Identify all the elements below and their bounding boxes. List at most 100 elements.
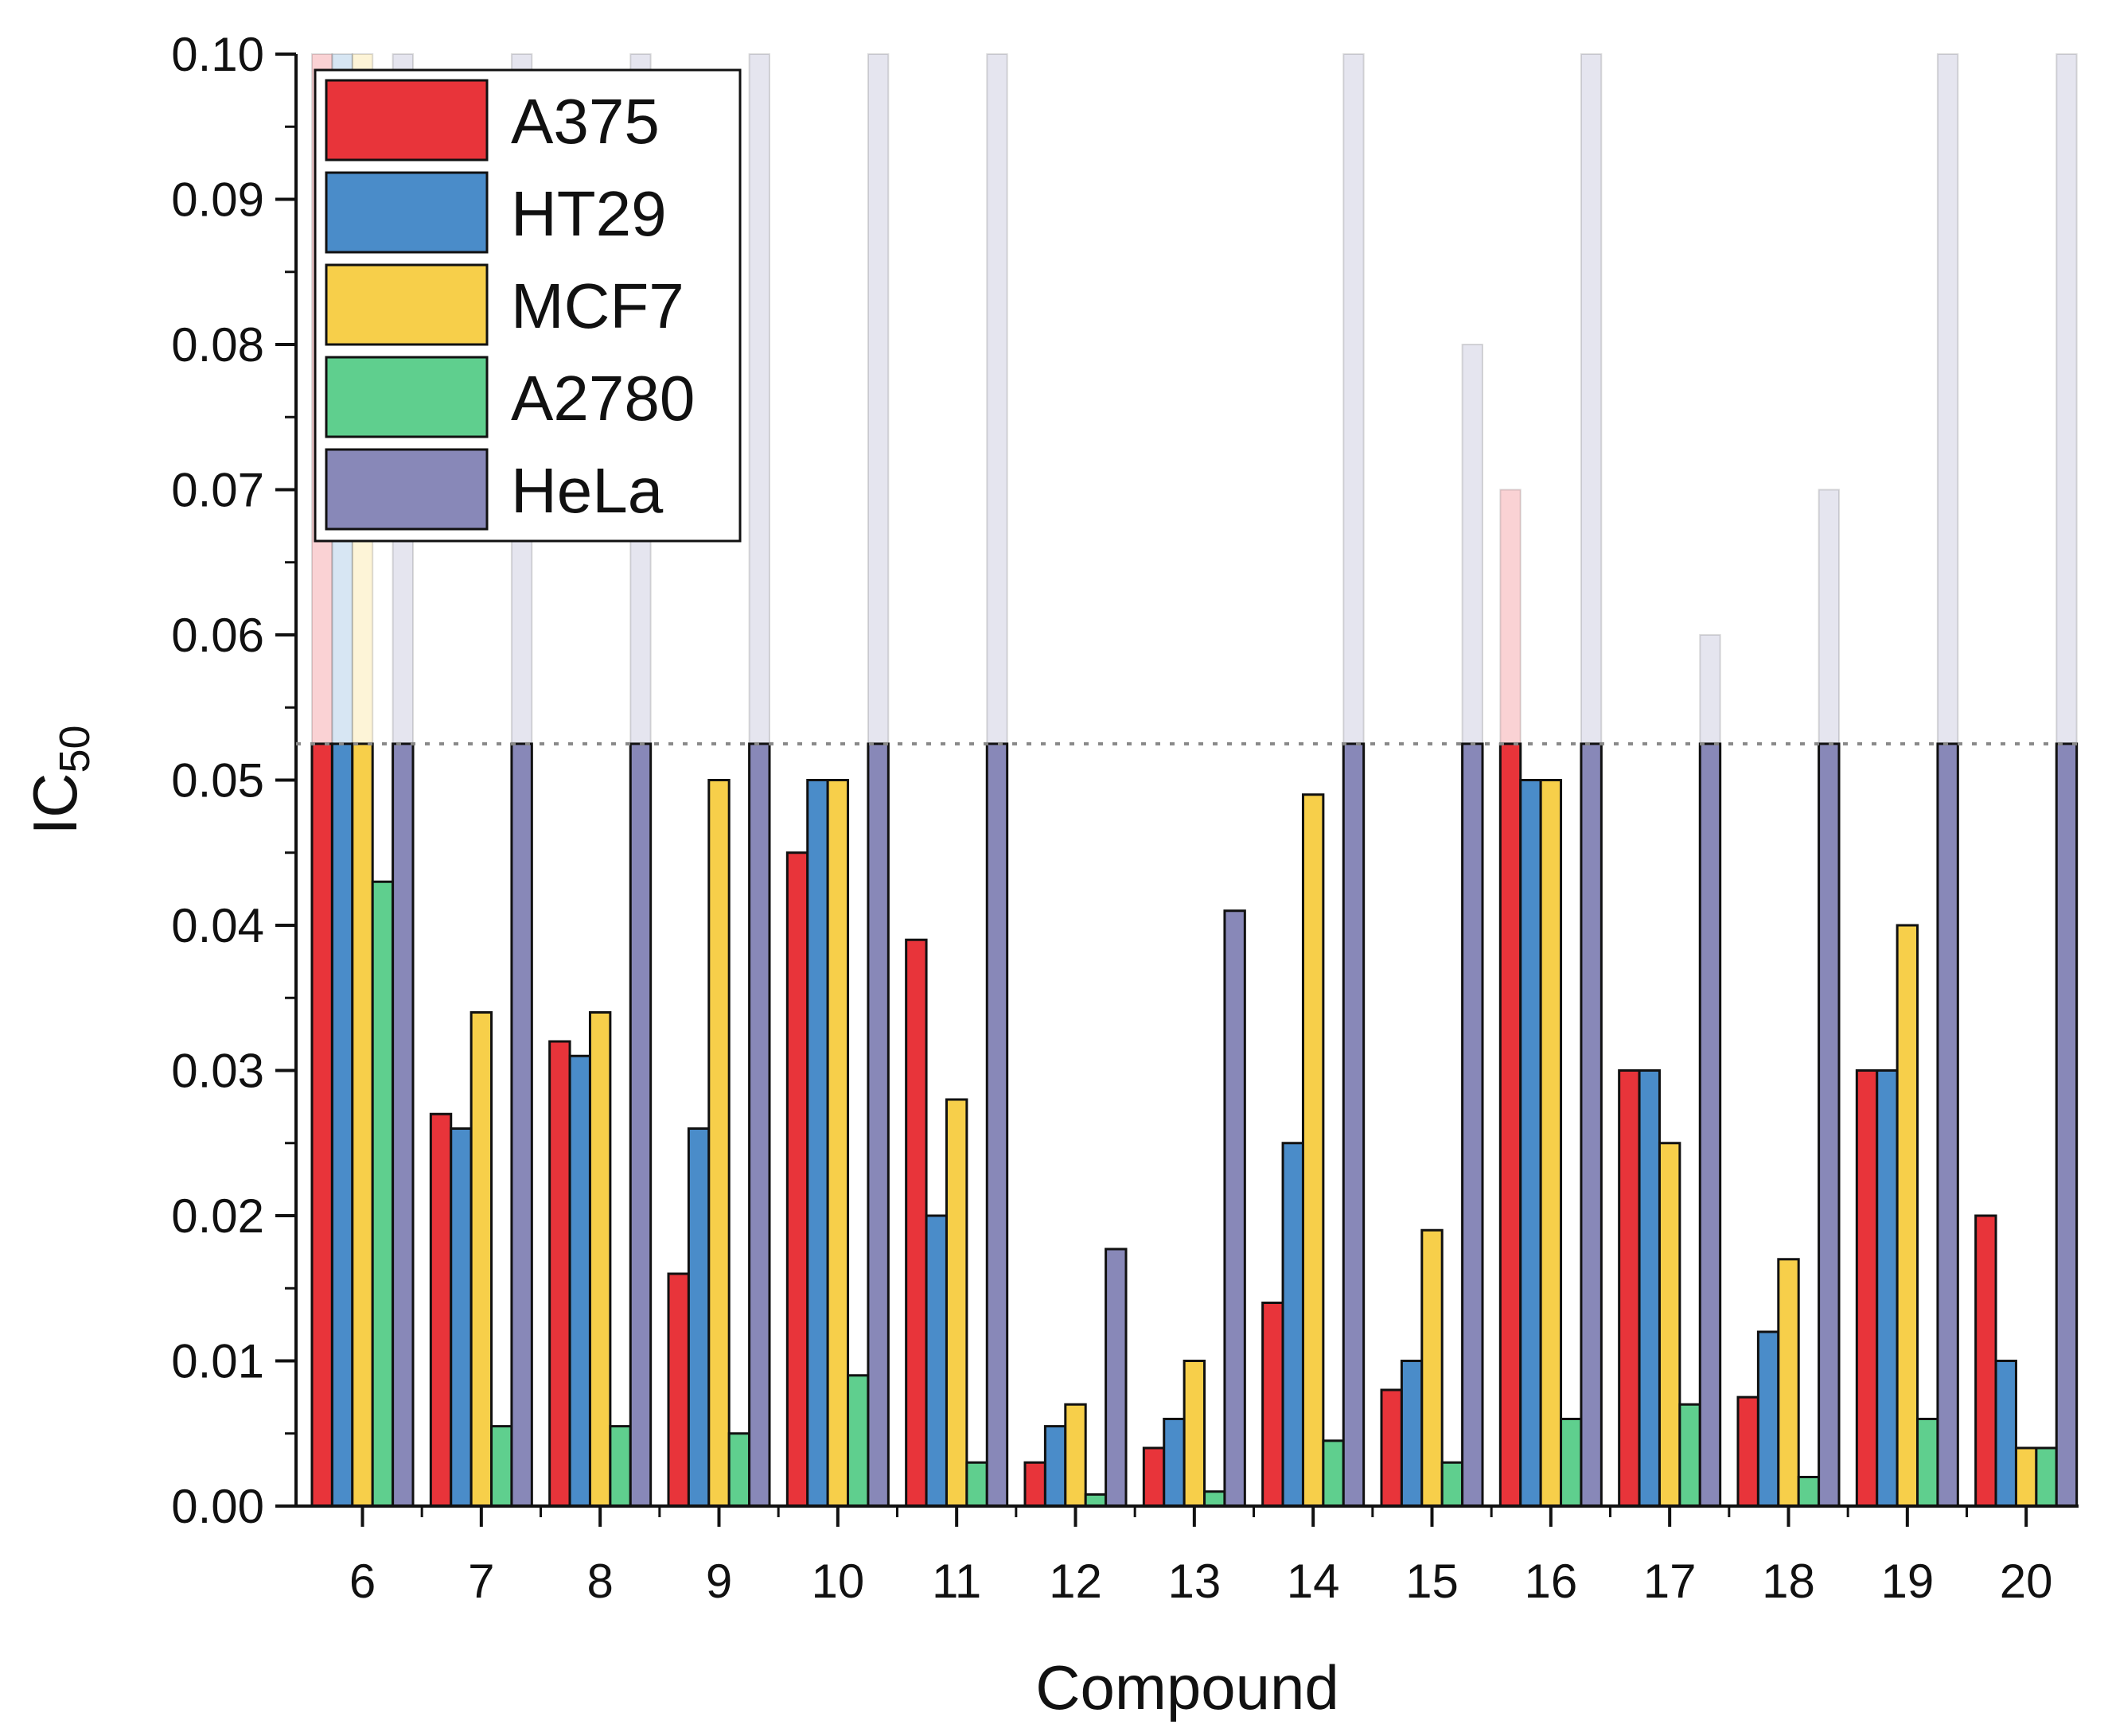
x-tick-label: 20 [2000,1555,2053,1608]
bar-ht29-7 [450,1127,473,1508]
legend-swatch-a375 [325,79,489,162]
x-tick-label: 16 [1524,1555,1577,1608]
bar-a2780-9 [727,1432,751,1508]
x-tick-label: 13 [1167,1555,1221,1608]
x-tick-label: 8 [586,1555,613,1608]
bar-a2780-17 [1678,1403,1701,1508]
bar-mcf7-16 [1539,779,1563,1508]
bar-a2780-13 [1203,1490,1226,1508]
bar-hela-15-upper [1461,344,1483,745]
y-tick-label: 0.07 [171,464,264,517]
bar-ht29-12 [1043,1425,1067,1508]
bar-a375-6 [310,742,333,1508]
bar-ht29-20 [1994,1360,2017,1508]
bar-mcf7-13 [1183,1360,1206,1508]
bar-a375-18 [1736,1395,1759,1508]
bar-a2780-8 [609,1425,632,1508]
bars-layer [310,53,2079,1508]
bar-hela-13 [1223,909,1246,1508]
y-tick-label: 0.00 [171,1480,264,1533]
bar-ht29-8 [568,1054,591,1508]
x-tick-label: 7 [468,1555,494,1608]
x-tick-label: 15 [1405,1555,1459,1608]
bar-mcf7-17 [1658,1142,1681,1508]
legend-swatch-hela [325,448,489,531]
bar-mcf7-11 [945,1098,968,1508]
legend-label-a375: A375 [511,86,660,157]
legend-swatch-mcf7 [325,263,489,346]
y-tick-label: 0.05 [171,754,264,808]
legend: A375 HT29 MCF7 A2780 HeLa [314,68,742,543]
bar-hela-12 [1105,1248,1128,1508]
x-tick-label: 18 [1762,1555,1815,1608]
x-tick-label: 11 [932,1555,981,1608]
bar-ht29-14 [1281,1142,1304,1508]
y-tick-label: 0.01 [171,1335,264,1388]
x-tick-label: 17 [1643,1555,1697,1608]
bar-a375-19 [1855,1069,1879,1508]
bar-a375-7 [429,1112,453,1508]
x-tick-label: 10 [811,1555,864,1608]
bar-hela-9 [748,742,771,1508]
bar-hela-20 [2055,742,2079,1508]
legend-label-mcf7: MCF7 [511,271,684,341]
bar-mcf7-6 [351,742,374,1508]
bar-a375-10 [785,851,809,1508]
bar-mcf7-8 [588,1011,612,1508]
bar-a2780-10 [847,1374,870,1508]
ticks-layer: 0.00 0.01 0.02 0.03 0.04 0.05 0.06 0.07 0.08 0.09… [171,28,2052,1608]
bar-hela-17 [1698,742,1722,1508]
y-tick-label: 0.02 [171,1189,264,1243]
bar-mcf7-9 [707,779,731,1508]
legend-label-ht29: HT29 [511,178,667,249]
x-tick-label: 19 [1880,1555,1934,1608]
x-tick-label: 9 [706,1555,732,1608]
bar-ht29-15 [1400,1360,1424,1508]
bar-a2780-12 [1084,1493,1108,1508]
bar-hela-10-upper [867,53,890,745]
bar-hela-8 [629,742,653,1508]
bar-ht29-9 [687,1127,711,1508]
bar-ht29-10 [806,779,829,1508]
bar-a375-8 [548,1040,571,1508]
bar-hela-7 [510,742,533,1508]
bar-hela-20-upper [2055,53,2078,745]
bar-ht29-6 [330,742,354,1508]
bar-hela-11 [985,742,1009,1508]
bar-a375-16-upper [1499,488,1522,745]
bar-mcf7-15 [1420,1228,1444,1508]
bar-a2780-7 [490,1425,513,1508]
bar-hela-18 [1818,742,1841,1508]
bar-a375-13 [1142,1446,1166,1508]
bar-a375-17 [1618,1069,1641,1508]
bar-mcf7-12 [1064,1403,1087,1508]
x-tick-label: 14 [1287,1555,1340,1608]
y-axis-title-subscript: 50 [51,725,99,773]
bar-ht29-13 [1163,1418,1186,1508]
bar-mcf7-10 [826,779,850,1508]
bar-hela-18-upper [1818,488,1841,745]
bar-hela-15 [1461,742,1484,1508]
bar-ht29-19 [1876,1069,1899,1508]
x-tick-label: 12 [1049,1555,1102,1608]
bar-a375-14 [1261,1302,1284,1508]
bar-a2780-18 [1797,1476,1821,1508]
legend-label-hela: HeLa [511,455,664,526]
bar-a375-16 [1498,742,1522,1508]
bar-a2780-11 [965,1461,988,1508]
bar-a2780-16 [1560,1418,1583,1508]
bar-ht29-17 [1638,1069,1661,1508]
bar-hela-10 [867,742,890,1508]
bar-hela-11-upper [986,53,1008,745]
bar-hela-14-upper [1342,53,1365,745]
bar-mcf7-20 [2014,1446,2038,1508]
legend-swatch-a2780 [325,356,489,438]
bar-mcf7-14 [1301,793,1325,1508]
bar-hela-16-upper [1580,53,1603,745]
bar-ht29-11 [925,1214,948,1508]
y-tick-label: 0.10 [171,28,264,81]
x-axis-title: Compound [1035,1652,1339,1722]
bar-hela-6 [392,742,415,1508]
bar-ht29-18 [1756,1330,1780,1508]
